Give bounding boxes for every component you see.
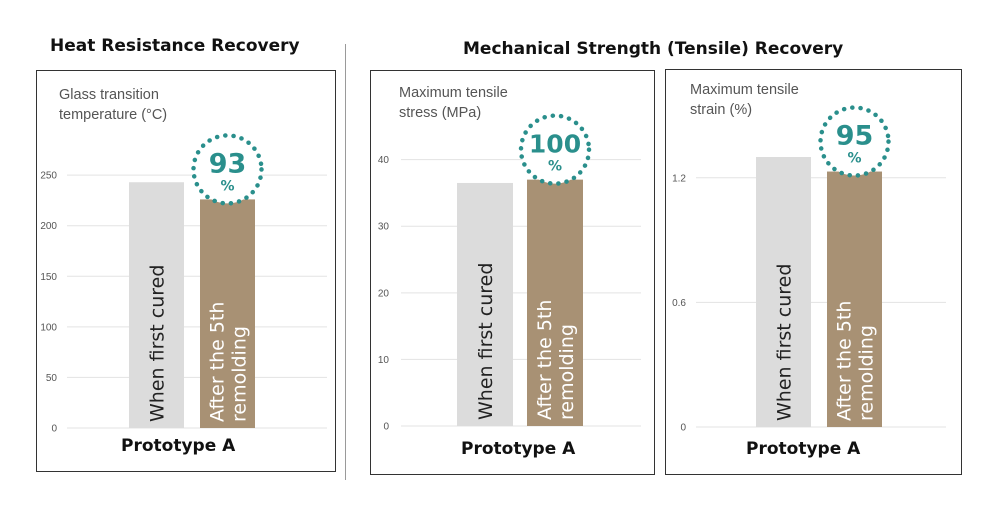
bar-fifth-remolding — [827, 171, 882, 427]
bar-label: After the 5th remolding — [534, 300, 578, 420]
chart-panel-tensile-stress: Maximum tensile stress (MPa) 0 10 20 30 40 Wh… — [370, 70, 655, 475]
y-tick-label: 250 — [40, 171, 57, 182]
y-axis-label: Maximum tensile stress (MPa) — [399, 83, 508, 123]
y-axis-label-line-2: strain (%) — [690, 102, 753, 118]
y-tick-label: 100 — [40, 322, 57, 333]
bar-label: When first cured — [147, 265, 169, 422]
y-tick-label: 50 — [46, 373, 58, 384]
bar-label-line: remolding — [856, 325, 878, 421]
bar-label-line: When first cured — [147, 265, 169, 422]
bar-label: After the 5th remolding — [834, 301, 878, 421]
bar-label: After the 5th remolding — [207, 302, 251, 422]
section-title-mechanical: Mechanical Strength (Tensile) Recovery — [463, 39, 844, 59]
x-axis-label: Prototype A — [121, 436, 236, 456]
y-tick-label: 0.6 — [672, 298, 686, 309]
y-axis-label-line-1: Glass transition — [59, 87, 159, 103]
recovery-badge: 95% — [818, 105, 891, 178]
badge-unit: % — [548, 159, 562, 175]
bar-label-line: When first cured — [475, 263, 497, 420]
bar-label: When first cured — [774, 264, 796, 421]
y-axis-label-line-1: Maximum tensile — [399, 85, 508, 101]
badge-unit: % — [220, 178, 234, 194]
x-axis-label: Prototype A — [461, 439, 576, 459]
badge-ring — [818, 105, 891, 178]
y-tick-label: 10 — [378, 355, 390, 366]
chart-plot: 0 50 100 150 200 250 When first cured After the… — [40, 133, 327, 435]
bar-label-line: When first cured — [774, 264, 796, 421]
y-tick-label: 1.2 — [672, 173, 686, 184]
bar-label-line: After the 5th — [834, 301, 856, 421]
y-axis-label: Maximum tensile strain (%) — [690, 80, 799, 120]
badge-value: 100 — [529, 130, 581, 159]
badge-ring — [518, 113, 592, 186]
chart-panel-tensile-strain: Maximum tensile strain (%) 0 0.6 1.2 When f… — [665, 69, 962, 475]
y-tick-label: 0 — [680, 423, 686, 434]
bar-first-cured — [756, 157, 811, 427]
bar-label-line: After the 5th — [207, 302, 229, 422]
bar-label-line: remolding — [229, 326, 251, 422]
y-axis-label-line-1: Maximum tensile — [690, 82, 799, 98]
section-title-heat: Heat Resistance Recovery — [50, 36, 300, 56]
chart-panel-glass-transition: Glass transition temperature (°C) 0 50 100… — [36, 70, 336, 472]
bar-label-line: After the 5th — [534, 300, 556, 420]
x-axis-label: Prototype A — [746, 439, 861, 459]
y-tick-label: 40 — [378, 155, 390, 166]
section-divider — [345, 44, 346, 480]
badge-unit: % — [847, 151, 861, 167]
y-tick-label: 0 — [51, 424, 57, 435]
badge-ring — [191, 133, 264, 206]
badge-value: 93 — [209, 148, 247, 179]
bar-label-line: remolding — [556, 324, 578, 420]
recovery-badge: 93% — [191, 133, 264, 206]
y-tick-label: 30 — [378, 222, 390, 233]
bar-first-cured — [457, 182, 513, 426]
badge-value: 95 — [836, 121, 874, 152]
bar-first-cured — [129, 182, 184, 428]
chart-plot: 0 10 20 30 40 When first cured After the 5th re… — [378, 113, 641, 433]
chart-plot: 0 0.6 1.2 When first cured After the 5th remo… — [672, 105, 946, 434]
bar-fifth-remolding — [200, 199, 255, 428]
y-tick-label: 20 — [378, 288, 390, 299]
y-axis-label: Glass transition temperature (°C) — [59, 85, 167, 125]
y-tick-label: 200 — [40, 221, 57, 232]
bar-fifth-remolding — [527, 179, 583, 426]
recovery-badge: 100% — [518, 113, 592, 186]
bar-label: When first cured — [475, 263, 497, 420]
y-axis-label-line-2: stress (MPa) — [399, 105, 482, 121]
y-tick-label: 0 — [383, 422, 389, 433]
y-axis-label-line-2: temperature (°C) — [59, 107, 168, 123]
y-tick-label: 150 — [40, 272, 57, 283]
